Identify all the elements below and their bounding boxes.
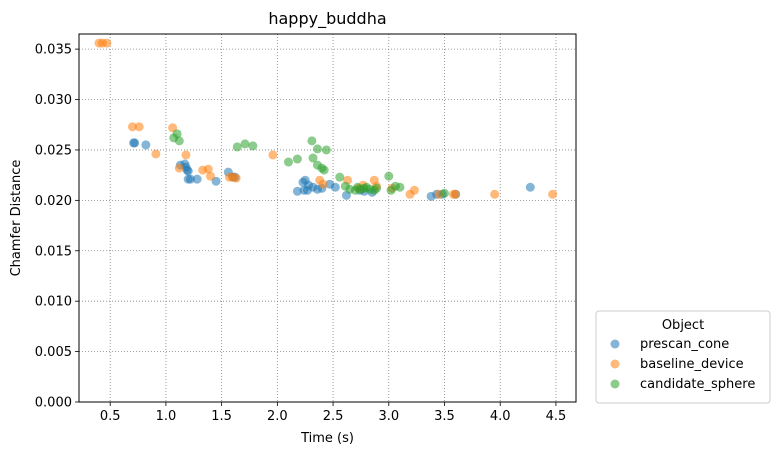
legend-marker-candidate_sphere <box>610 379 620 389</box>
data-point-prescan_cone <box>525 182 535 192</box>
data-point-baseline_device <box>102 38 112 48</box>
legend-title: Object <box>662 318 704 333</box>
data-point-candidate_sphere <box>335 172 345 182</box>
x-axis-label: Time (s) <box>300 431 354 446</box>
data-point-prescan_cone <box>330 182 340 192</box>
y-tick-label: 0.010 <box>35 295 72 310</box>
y-tick-label: 0.035 <box>35 43 72 58</box>
data-point-baseline_device <box>181 150 191 160</box>
data-point-baseline_device <box>268 150 278 160</box>
legend-marker-baseline_device <box>610 359 620 369</box>
x-tick-label: 3.0 <box>378 409 399 424</box>
data-point-baseline_device <box>203 164 213 174</box>
data-point-candidate_sphere <box>321 145 331 155</box>
data-point-candidate_sphere <box>248 141 258 151</box>
data-point-prescan_cone <box>183 174 193 184</box>
data-points <box>94 38 558 201</box>
y-tick-label: 0.000 <box>35 396 72 411</box>
data-point-prescan_cone <box>192 174 202 184</box>
series-candidate_sphere <box>169 129 450 198</box>
legend-label-baseline_device: baseline_device <box>640 357 744 372</box>
data-point-baseline_device <box>174 163 184 173</box>
data-point-candidate_sphere <box>440 188 450 198</box>
data-point-candidate_sphere <box>240 139 250 149</box>
x-tick-label: 0.5 <box>100 409 121 424</box>
grid-lines <box>79 34 576 403</box>
data-point-candidate_sphere <box>174 136 184 146</box>
plot-area-frame <box>78 33 577 403</box>
data-point-baseline_device <box>205 171 215 181</box>
series-prescan_cone <box>129 138 535 201</box>
legend-marker-prescan_cone <box>610 339 620 349</box>
legend-label-prescan_cone: prescan_cone <box>640 337 729 352</box>
data-point-candidate_sphere <box>319 165 329 175</box>
data-point-baseline_device <box>451 189 461 199</box>
chart-title: happy_buddha <box>268 9 386 29</box>
x-tick-label: 1.0 <box>156 409 177 424</box>
x-tick-label: 4.0 <box>490 409 511 424</box>
y-tick-label: 0.005 <box>35 345 72 360</box>
legend: Object prescan_cone baseline_devicecandid… <box>595 310 771 404</box>
x-tick-label: 4.5 <box>546 409 567 424</box>
x-tick-label: 2.5 <box>323 409 344 424</box>
data-point-candidate_sphere <box>172 129 182 139</box>
data-point-prescan_cone <box>130 138 140 148</box>
y-axis-label: Chamfer Distance <box>9 160 24 277</box>
data-point-candidate_sphere <box>232 142 242 152</box>
data-point-prescan_cone <box>292 186 302 196</box>
data-point-candidate_sphere <box>292 154 302 164</box>
data-point-baseline_device <box>127 122 137 132</box>
data-point-baseline_device <box>318 179 328 189</box>
x-tick-label: 3.5 <box>434 409 455 424</box>
data-point-candidate_sphere <box>308 153 318 163</box>
data-point-baseline_device <box>409 185 419 195</box>
series-baseline_device <box>94 38 558 199</box>
y-tick-label: 0.020 <box>35 194 72 209</box>
data-point-baseline_device <box>151 149 161 159</box>
data-point-candidate_sphere <box>307 136 317 146</box>
data-point-candidate_sphere <box>395 182 405 192</box>
x-tick-label: 2.0 <box>267 409 288 424</box>
data-point-candidate_sphere <box>312 144 322 154</box>
data-point-candidate_sphere <box>384 171 394 181</box>
legend-label-candidate_sphere: candidate_sphere <box>640 377 755 392</box>
data-point-baseline_device <box>231 173 241 183</box>
x-tick-label: 1.5 <box>211 409 232 424</box>
x-axis-ticks: 0.5 1.0 1.5 2.0 2.5 3.0 3.5 4.0 4.5 <box>100 402 566 424</box>
data-point-prescan_cone <box>141 140 151 150</box>
data-point-candidate_sphere <box>283 157 293 167</box>
data-point-baseline_device <box>548 189 558 199</box>
y-axis-ticks: 0.000 0.005 0.010 0.015 0.020 0.025 0.030 0.035 <box>35 43 79 411</box>
y-tick-label: 0.025 <box>35 143 72 158</box>
y-tick-label: 0.030 <box>35 93 72 108</box>
y-tick-label: 0.015 <box>35 244 72 259</box>
legend-items: prescan_cone baseline_device candidate_sph… <box>610 337 755 392</box>
data-point-candidate_sphere <box>372 183 382 193</box>
data-point-baseline_device <box>134 122 144 132</box>
data-point-prescan_cone <box>183 166 193 176</box>
data-point-baseline_device <box>490 189 500 199</box>
legend-box <box>595 310 771 404</box>
